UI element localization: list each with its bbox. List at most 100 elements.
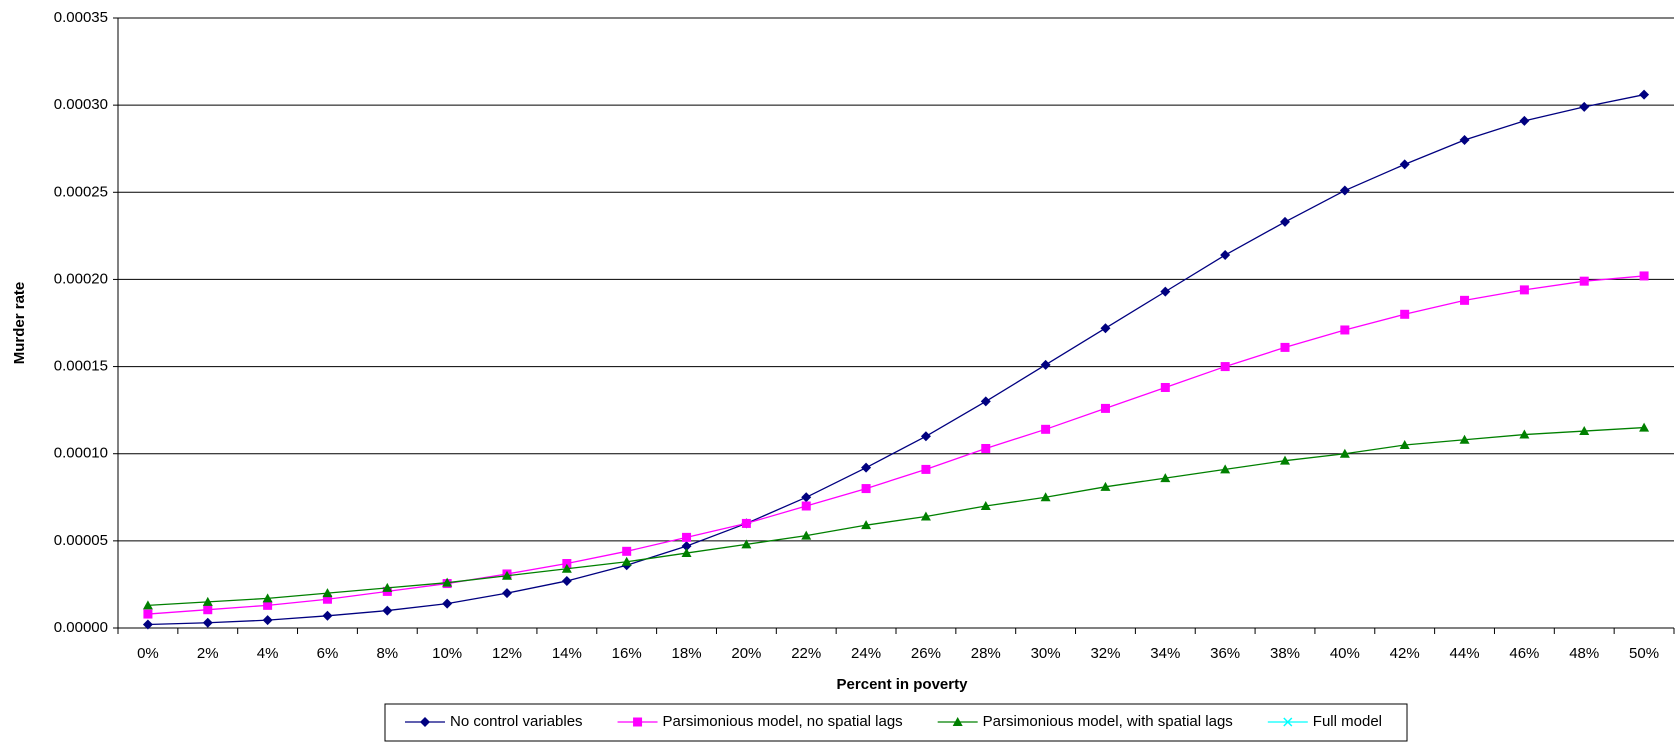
legend-label: Full model — [1313, 713, 1382, 730]
marker — [1340, 325, 1350, 335]
y-tick-label: 0.00000 — [54, 619, 108, 636]
marker — [861, 484, 871, 494]
x-tick-label: 32% — [1090, 645, 1120, 662]
marker — [1100, 481, 1111, 491]
marker — [741, 539, 752, 549]
y-tick-label: 0.00005 — [54, 532, 108, 549]
marker — [1160, 382, 1170, 392]
marker — [419, 717, 430, 727]
marker — [562, 559, 572, 569]
series-line — [147, 94, 1645, 626]
marker — [801, 530, 812, 540]
x-tick-label: 46% — [1509, 645, 1539, 662]
x-tick-label: 14% — [552, 645, 582, 662]
marker — [502, 588, 512, 599]
marker — [142, 600, 153, 610]
marker — [1280, 342, 1290, 352]
marker — [920, 511, 931, 521]
marker — [502, 570, 512, 580]
x-tick-label: 0% — [137, 645, 159, 662]
legend-item: No control variables — [404, 713, 583, 730]
marker — [1220, 250, 1231, 261]
y-tick-label: 0.00025 — [54, 183, 108, 200]
marker — [202, 617, 213, 628]
marker — [681, 541, 692, 552]
y-tick-label: 0.00010 — [54, 445, 108, 462]
x-tick-label: 30% — [1031, 645, 1061, 662]
marker — [1639, 271, 1649, 281]
x-tick-label: 40% — [1330, 645, 1360, 662]
legend-item: Parsimonious model, with spatial lags — [937, 713, 1233, 730]
y-axis-title: Murder rate — [11, 282, 28, 365]
marker — [1519, 115, 1530, 126]
marker — [1040, 359, 1051, 370]
marker — [980, 501, 991, 510]
x-tick-label: 38% — [1270, 645, 1300, 662]
x-tick-label: 26% — [911, 645, 941, 662]
marker — [1579, 276, 1589, 286]
marker — [801, 501, 811, 511]
marker — [1460, 295, 1470, 305]
x-tick-label: 20% — [731, 645, 761, 662]
marker — [561, 563, 572, 573]
marker — [861, 520, 872, 530]
marker — [322, 588, 333, 598]
marker — [202, 596, 213, 606]
marker — [861, 462, 872, 473]
marker — [143, 609, 153, 619]
marker — [1579, 101, 1590, 112]
legend-box — [384, 703, 1408, 742]
series-line — [147, 275, 1645, 615]
x-axis-title: Percent in poverty — [837, 676, 969, 693]
marker — [1519, 429, 1530, 439]
marker — [382, 582, 393, 592]
marker — [1399, 440, 1410, 449]
legend-label: Parsimonious model, no spatial lags — [663, 713, 903, 730]
marker — [1041, 424, 1051, 434]
x-tick-label: 28% — [971, 645, 1001, 662]
x-tick-label: 42% — [1390, 645, 1420, 662]
marker — [920, 431, 931, 442]
legend-item: Full model — [1267, 713, 1382, 730]
marker — [1160, 473, 1171, 483]
marker — [801, 492, 812, 503]
marker — [442, 577, 453, 587]
marker — [1459, 135, 1470, 145]
y-tick-label: 0.00020 — [54, 270, 108, 287]
marker — [263, 600, 273, 610]
marker — [622, 546, 632, 556]
marker — [1459, 434, 1470, 444]
marker — [1579, 426, 1590, 436]
marker — [262, 615, 273, 626]
marker — [262, 593, 273, 603]
x-tick-label: 24% — [851, 645, 881, 662]
marker — [682, 532, 692, 542]
series-line — [147, 426, 1645, 606]
marker — [921, 464, 931, 474]
marker — [633, 717, 643, 727]
legend-item: Parsimonious model, no spatial lags — [617, 713, 903, 730]
x-tick-label: 10% — [432, 645, 462, 662]
marker — [203, 605, 213, 615]
marker — [1339, 448, 1350, 458]
marker — [382, 605, 393, 616]
marker — [322, 594, 332, 604]
x-tick-label: 44% — [1450, 645, 1480, 662]
x-tick-label: 4% — [257, 645, 279, 662]
marker — [1100, 403, 1110, 413]
x-tick-label: 6% — [317, 645, 339, 662]
x-tick-label: 18% — [672, 645, 702, 662]
x-tick-label: 12% — [492, 645, 522, 662]
marker — [621, 556, 632, 566]
x-tick-label: 48% — [1569, 645, 1599, 662]
marker — [741, 518, 751, 528]
marker — [1399, 159, 1410, 170]
marker — [1040, 492, 1051, 502]
y-tick-label: 0.00030 — [54, 96, 108, 113]
marker — [322, 610, 333, 621]
x-tick-label: 22% — [791, 645, 821, 662]
marker — [561, 575, 572, 586]
legend-label: Parsimonious model, with spatial lags — [983, 713, 1233, 730]
x-tick-label: 50% — [1629, 645, 1659, 662]
